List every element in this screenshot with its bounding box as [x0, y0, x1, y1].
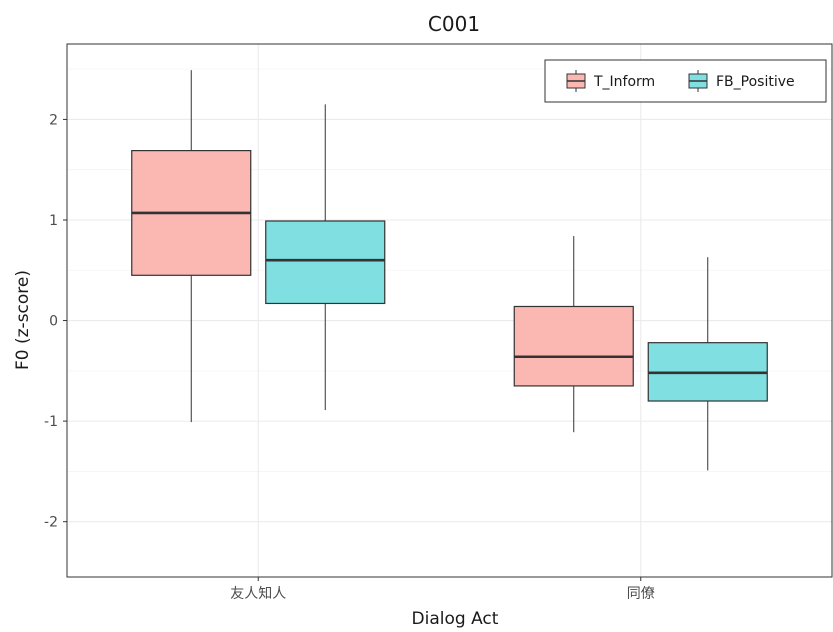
box-T_Inform-0	[131, 70, 252, 423]
legend-key-FB_Positive	[688, 70, 708, 92]
chart-title: C001	[428, 12, 480, 36]
legend-key-T_Inform	[566, 70, 586, 92]
plot-panel-border	[66, 43, 833, 578]
x-tick-label: 友人知人	[230, 585, 286, 602]
box-series	[131, 70, 768, 471]
x-axis-title: Dialog Act	[412, 609, 499, 629]
y-tick-label: -1	[44, 414, 58, 430]
legend: T_Inform FB_Positive	[544, 59, 827, 103]
legend-label: T_Inform	[593, 74, 655, 90]
box-iqr	[513, 305, 634, 387]
y-tick-label: 0	[49, 314, 58, 330]
y-tick-label: 1	[49, 213, 58, 229]
box-FB_Positive-1	[647, 257, 768, 471]
box-iqr	[265, 220, 386, 305]
plot-panel	[67, 44, 832, 577]
x-tick-label: 同僚	[627, 586, 655, 602]
plot-background	[67, 44, 832, 577]
legend-label: FB_Positive	[716, 74, 795, 90]
y-tick-label: 2	[49, 112, 58, 128]
legend-box	[544, 59, 827, 103]
box-FB_Positive-0	[265, 104, 386, 411]
y-tick-label: -2	[44, 515, 58, 531]
y-axis-ticks: -2 -1 0 1 2	[44, 112, 67, 531]
y-axis-title: F0 (z-score)	[13, 270, 33, 370]
box-T_Inform-1	[513, 236, 634, 433]
x-axis-ticks: 友人知人 同僚	[230, 577, 655, 602]
